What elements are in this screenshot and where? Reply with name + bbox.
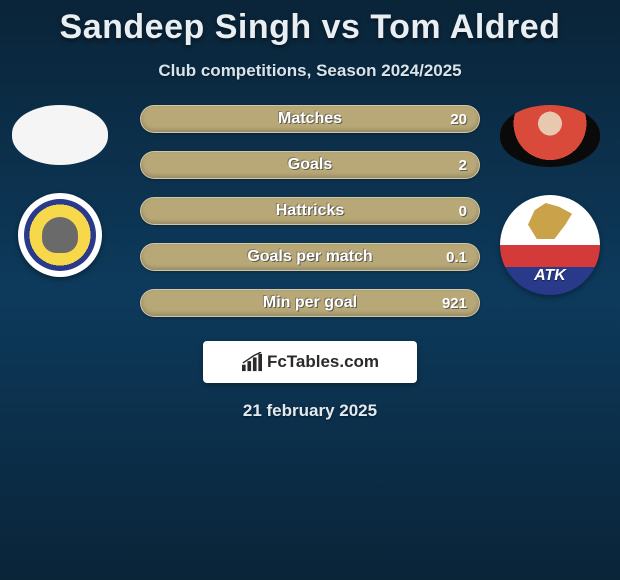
left-column <box>8 105 112 277</box>
atk-logo-text: ATK <box>534 267 566 285</box>
player-right-photo <box>500 105 600 167</box>
stat-right-value: 0 <box>459 203 467 220</box>
stat-label: Goals per match <box>247 248 372 266</box>
fctables-logo-icon <box>241 352 263 372</box>
stat-label: Min per goal <box>263 294 357 312</box>
brand-text: FcTables.com <box>267 352 379 372</box>
stat-bar: Min per goal 921 <box>140 289 480 317</box>
comparison-title: Sandeep Singh vs Tom Aldred <box>0 0 620 47</box>
comparison-date: 21 february 2025 <box>0 401 620 421</box>
right-column: ATK <box>488 105 612 295</box>
stat-bar: Goals 2 <box>140 151 480 179</box>
stat-label: Goals <box>288 156 332 174</box>
stat-right-value: 921 <box>442 295 467 312</box>
stats-bars: Matches 20 Goals 2 Hattricks 0 Goals per… <box>140 105 480 317</box>
stat-label: Matches <box>278 110 342 128</box>
stat-right-value: 20 <box>450 111 467 128</box>
stat-right-value: 0.1 <box>446 249 467 266</box>
comparison-content: ATK Matches 20 Goals 2 Hattricks 0 Goals… <box>0 105 620 421</box>
kerala-blasters-logo-icon <box>24 199 96 271</box>
stat-bar: Hattricks 0 <box>140 197 480 225</box>
brand-box[interactable]: FcTables.com <box>203 341 417 383</box>
team-right-logo: ATK <box>500 195 600 295</box>
stat-bar: Matches 20 <box>140 105 480 133</box>
stat-label: Hattricks <box>276 202 344 220</box>
stat-bar: Goals per match 0.1 <box>140 243 480 271</box>
stat-right-value: 2 <box>459 157 467 174</box>
player-left-photo <box>12 105 108 165</box>
team-left-logo <box>18 193 102 277</box>
comparison-subtitle: Club competitions, Season 2024/2025 <box>0 61 620 81</box>
